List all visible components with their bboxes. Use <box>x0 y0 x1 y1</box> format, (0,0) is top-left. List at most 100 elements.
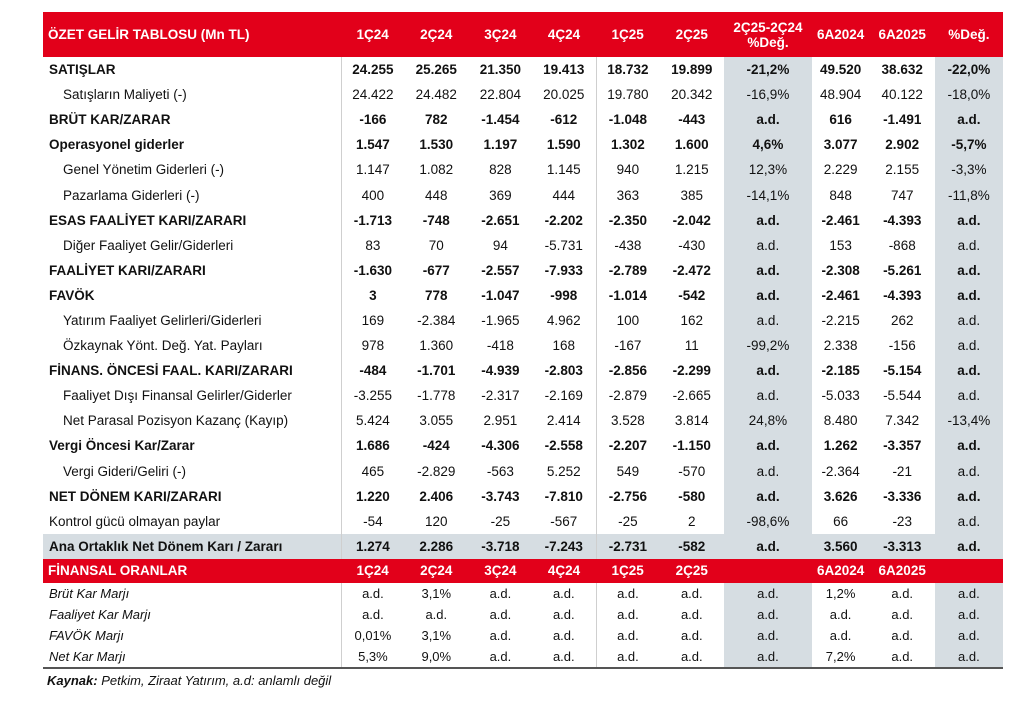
row-value: -2.879 <box>595 383 660 409</box>
row-label: ESAS FAALİYET KARI/ZARARI <box>49 212 247 228</box>
row-value: 1.145 <box>546 162 581 178</box>
row-value: a.d. <box>934 282 1003 308</box>
row-value: 21.350 <box>479 62 522 78</box>
row-value: 465 <box>341 458 404 484</box>
row-label: Genel Yönetim Giderleri (-) <box>63 162 225 178</box>
row-value: 11 <box>684 338 699 354</box>
row-value: a.d. <box>934 483 1003 509</box>
row-value: 48.904 <box>819 87 862 103</box>
ratio-value: 9,0% <box>403 645 469 669</box>
row-value: 1.220 <box>341 483 404 509</box>
row-value: 8.480 <box>823 413 858 429</box>
row-value: 448 <box>425 187 448 203</box>
row-value: 2.286 <box>403 533 469 559</box>
source-footnote: Kaynak: Petkim, Ziraat Yatırım, a.d: anl… <box>47 673 331 688</box>
table-row: Satışların Maliyeti (-) 24.422 24.482 22.80… <box>43 82 1003 108</box>
row-value: a.d. <box>724 358 812 384</box>
row-value: -868 <box>888 237 916 253</box>
row-value: 12,3% <box>724 157 812 183</box>
ratio-value: a.d. <box>552 627 575 643</box>
row-value: -2.856 <box>595 358 660 384</box>
row-value: -1.491 <box>883 112 922 128</box>
row-value: a.d. <box>934 458 1003 484</box>
row-value: 369 <box>489 187 512 203</box>
row-value: -2.207 <box>595 433 660 459</box>
ratio-value: 5,3% <box>341 645 404 669</box>
table-row: Ana Ortaklık Net Dönem Karı / Zararı 1.27… <box>43 533 1003 559</box>
row-value: -484 <box>341 358 404 384</box>
row-value: 1.547 <box>341 132 404 158</box>
row-value: 169 <box>341 307 404 334</box>
row-value: -582 <box>659 533 725 559</box>
ratio-value: a.d. <box>680 627 703 643</box>
row-label: FİNANS. ÖNCESİ FAAL. KARI/ZARARI <box>49 363 293 379</box>
row-value: 24.482 <box>415 87 457 103</box>
row-value: a.d. <box>724 232 812 258</box>
ratio-value: a.d. <box>552 606 575 622</box>
ratio-value: a.d. <box>468 645 532 669</box>
row-value: -1.454 <box>481 112 520 128</box>
row-label: Kontrol gücü olmayan paylar <box>49 513 221 529</box>
row-value: 3.528 <box>595 408 660 434</box>
row-value: -1.047 <box>481 287 520 303</box>
row-value: 38.632 <box>881 62 923 78</box>
row-value: -2.350 <box>595 207 660 233</box>
row-value: -748 <box>422 212 450 228</box>
row-value: a.d. <box>934 383 1003 409</box>
row-value: a.d. <box>934 508 1003 534</box>
row-value: 2.229 <box>823 162 858 178</box>
ratio-value: a.d. <box>489 606 512 622</box>
row-value: -1.150 <box>672 438 711 454</box>
ratio-value: a.d. <box>680 585 703 601</box>
row-value: 5.252 <box>546 463 581 479</box>
row-value: -2.185 <box>821 363 860 379</box>
table-row: FAALİYET KARI/ZARARI -1.630 -677 -2.557 -7.9… <box>43 257 1003 283</box>
ratio-value: a.d. <box>724 645 812 669</box>
row-value: -5.544 <box>883 388 922 404</box>
ratio-value: a.d. <box>341 582 404 604</box>
row-value: -2.731 <box>595 533 660 559</box>
row-value: a.d. <box>724 107 812 133</box>
row-value: 19.780 <box>595 82 660 108</box>
row-value: a.d. <box>934 232 1003 258</box>
row-value: 7.342 <box>885 413 920 429</box>
row-label: Ana Ortaklık Net Dönem Karı / Zararı <box>43 533 342 559</box>
row-value: a.d. <box>934 207 1003 233</box>
ratio-row: Faaliyet Kar Marjı a.d. a.d. a.d. a.d. a.d. a.… <box>43 603 1003 625</box>
row-value: -13,4% <box>934 408 1003 434</box>
ratio-value: a.d. <box>489 627 512 643</box>
row-value: -21,2% <box>724 57 812 83</box>
row-value: -3.718 <box>468 533 532 559</box>
row-value: -2.317 <box>481 388 520 404</box>
row-value: -998 <box>550 287 578 303</box>
row-value: -567 <box>550 513 578 529</box>
row-label: SATIŞLAR <box>49 62 116 78</box>
row-value: -677 <box>422 262 450 278</box>
column-header: 2Ç25-⁠2Ç24 %Değ. <box>724 12 812 57</box>
row-value: 1.274 <box>341 533 404 559</box>
row-value: a.d. <box>934 257 1003 283</box>
row-value: -3,3% <box>934 157 1003 183</box>
row-value: 444 <box>552 187 576 203</box>
row-value: 19.413 <box>543 62 585 78</box>
row-value: 549 <box>595 458 660 484</box>
ratio-value: a.d. <box>724 582 812 604</box>
ratios-header-row: FİNANSAL ORANLAR 1Ç24 2Ç24 3Ç24 4Ç24 1Ç25 2Ç25… <box>43 558 1003 583</box>
row-label: Özkaynak Yönt. Değ. Yat. Payları <box>63 338 263 354</box>
ratio-label: Faaliyet Kar Marjı <box>49 606 151 622</box>
row-value: 18.732 <box>595 57 660 83</box>
row-label: Net Parasal Pozisyon Kazanç (Kayıp) <box>63 413 289 429</box>
row-value: 153 <box>829 237 852 253</box>
row-label: BRÜT KAR/ZARAR <box>49 112 171 128</box>
column-header: %Değ. <box>934 12 1003 57</box>
row-value: -2.651 <box>481 212 520 228</box>
row-value: 400 <box>341 182 404 208</box>
column-header: 4Ç24 <box>531 12 597 57</box>
row-label: Diğer Faaliyet Gelir/Giderleri <box>63 237 234 253</box>
row-value: a.d. <box>724 533 812 559</box>
ratio-value: a.d. <box>829 606 852 622</box>
row-value: -7.933 <box>544 262 583 278</box>
row-value: a.d. <box>724 483 812 509</box>
row-value: a.d. <box>724 207 812 233</box>
row-value: 1.302 <box>595 132 660 158</box>
